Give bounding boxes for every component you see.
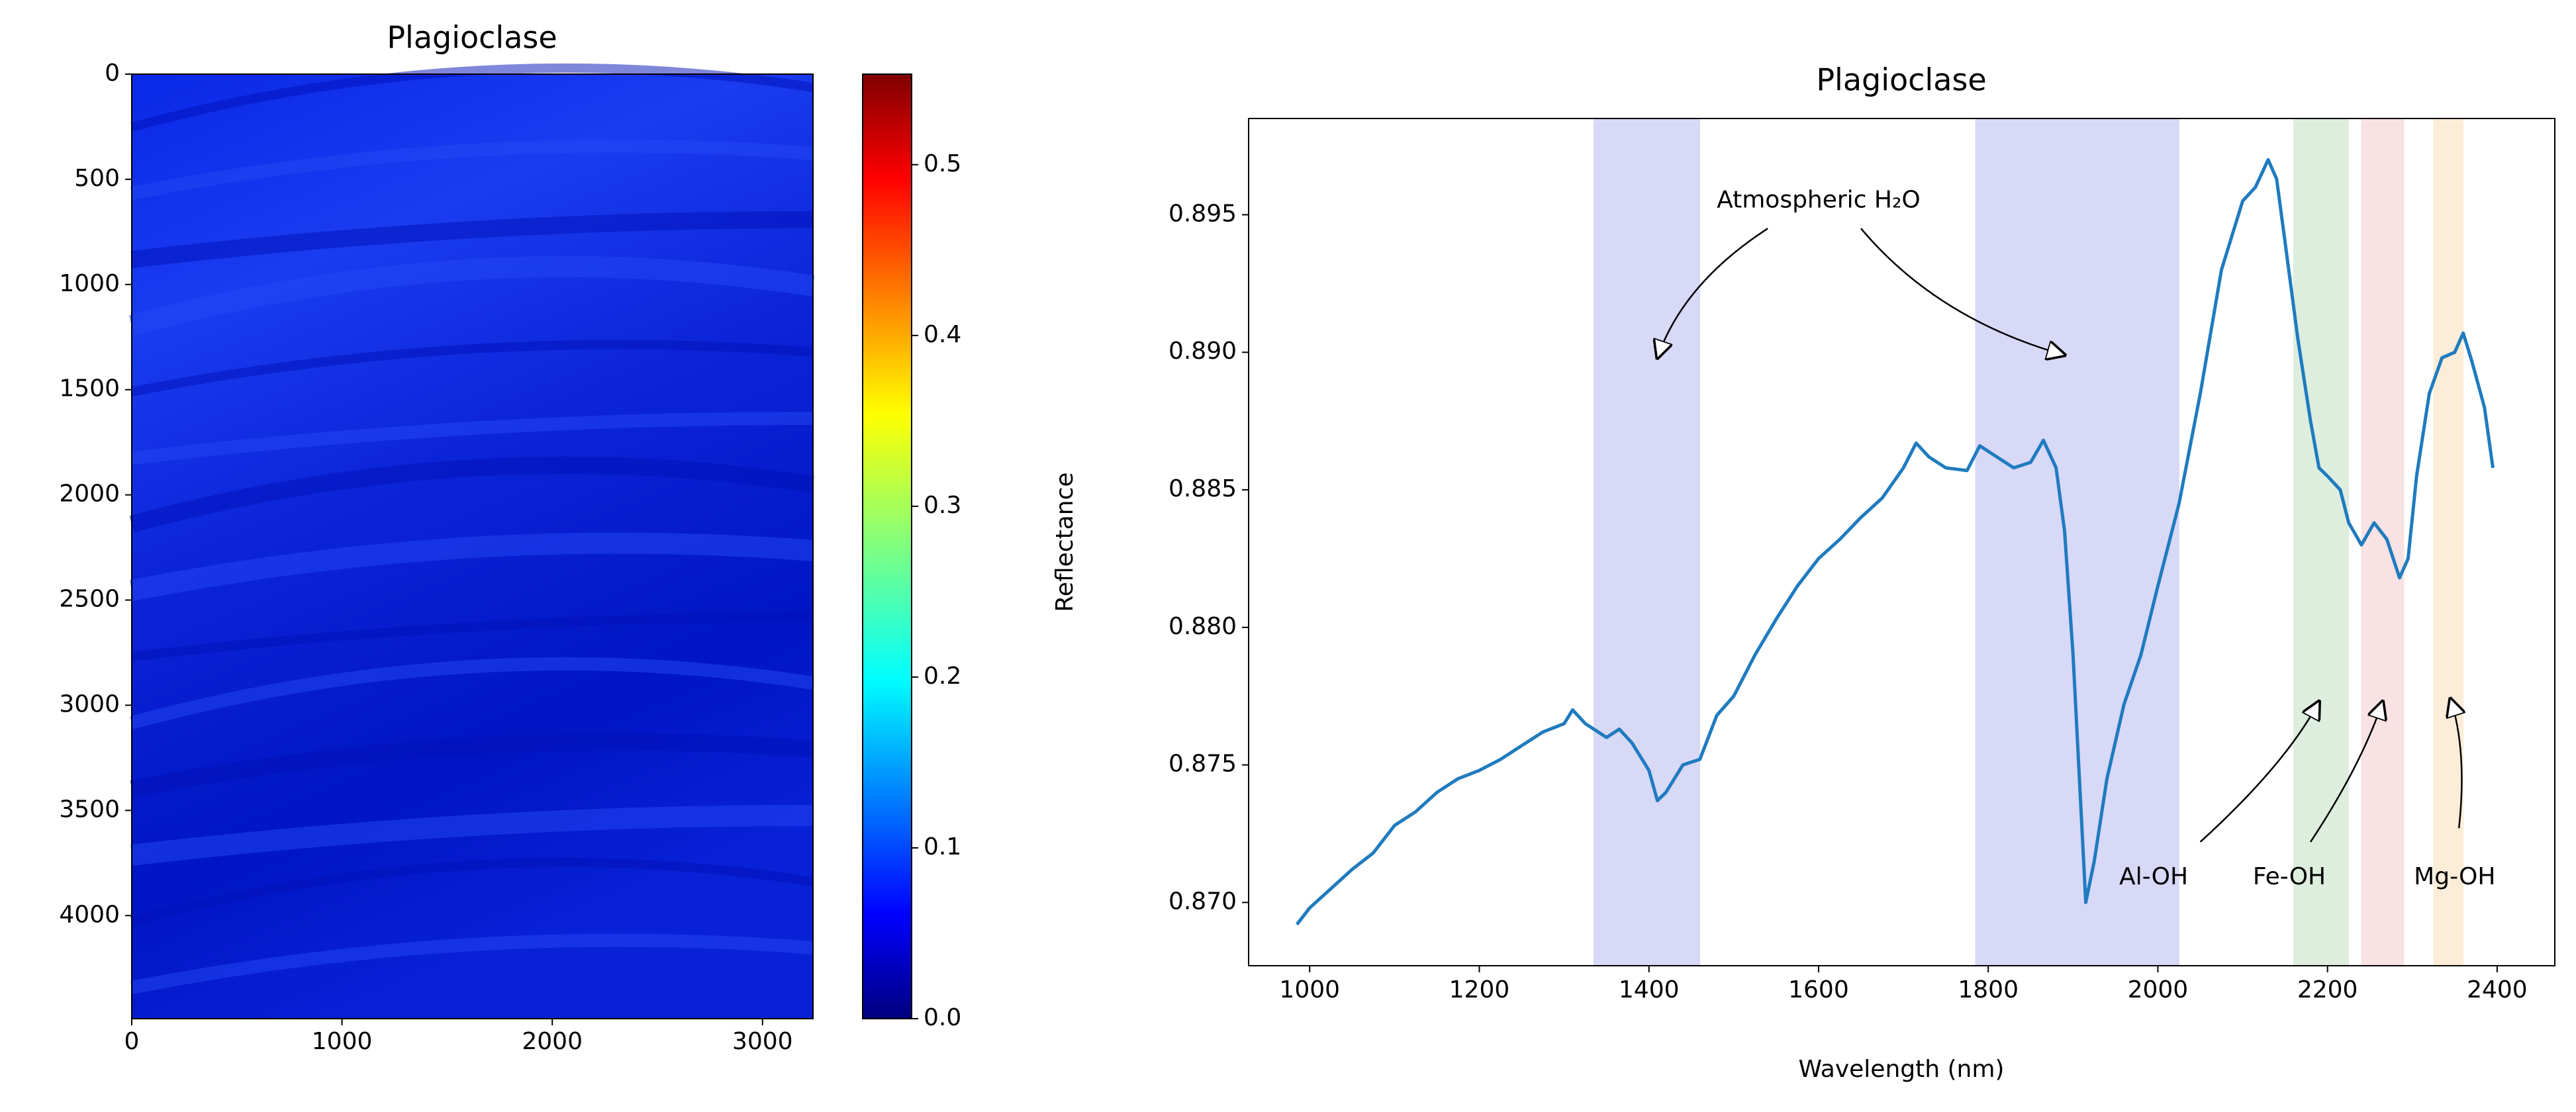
y-tick-label: 0.875: [1169, 751, 1237, 778]
y-tick-label: 1500: [59, 375, 120, 402]
x-tick-label: 0: [124, 1028, 140, 1055]
x-tick-label: 2000: [2128, 976, 2189, 1003]
x-axis-label: Wavelength (nm): [1799, 1056, 2005, 1083]
x-tick-label: 1000: [1279, 976, 1340, 1003]
annotation: Atmospheric H₂O: [1717, 187, 1921, 214]
colorbar-tick-label: 0.2: [924, 663, 961, 690]
x-tick-label: 1400: [1619, 976, 1680, 1003]
x-tick-label: 3000: [732, 1028, 793, 1055]
image-texture: [130, 733, 814, 798]
annotation-arrow: [2199, 702, 2319, 843]
shaded-band: [1593, 118, 1701, 966]
image-texture: [130, 412, 814, 465]
axes-frame: [1248, 118, 2555, 966]
x-tick-label: 2400: [2467, 976, 2528, 1003]
y-tick-label: 3000: [59, 690, 120, 718]
y-tick-label: 0.895: [1169, 200, 1237, 227]
colorbar-tick-label: 0.4: [924, 321, 961, 348]
annotation: Al-OH: [2119, 863, 2188, 890]
y-tick-label: 4000: [59, 901, 120, 928]
colorbar-tick-label: 0.3: [924, 492, 961, 519]
image-texture: [129, 456, 814, 533]
image-texture: [130, 805, 814, 866]
annotation-arrow: [1860, 228, 2065, 355]
y-tick-label: 0.880: [1169, 613, 1237, 640]
image-texture: [129, 532, 814, 601]
chart-title: Plagioclase: [1816, 62, 1986, 98]
shaded-band: [1975, 118, 2179, 966]
y-tick-label: 0.870: [1169, 888, 1237, 915]
shaded-band: [2293, 118, 2350, 966]
image-texture: [130, 657, 814, 729]
image-texture: [130, 857, 814, 926]
y-tick-label: 0.890: [1169, 338, 1237, 365]
y-tick-label: 1000: [59, 270, 120, 297]
annotation: Mg-OH: [2414, 863, 2495, 890]
spectrum-line: [1296, 158, 2495, 926]
x-tick-label: 1000: [312, 1028, 373, 1055]
x-tick-label: 1200: [1449, 976, 1510, 1003]
colorbar-tick-label: 0.5: [924, 150, 961, 177]
y-tick-label: 0: [105, 60, 120, 87]
colorbar: [862, 73, 912, 1019]
image-texture: [130, 340, 814, 396]
image-texture: [130, 211, 814, 268]
x-tick-label: 2000: [522, 1028, 583, 1055]
image-texture: [128, 255, 815, 336]
annotation: Fe-OH: [2253, 863, 2326, 890]
y-tick-label: 2000: [59, 481, 120, 508]
shaded-band: [2361, 118, 2405, 966]
x-tick-label: 1800: [1958, 976, 2019, 1003]
colorbar-tick-label: 0.1: [924, 833, 961, 860]
y-tick-label: 2500: [59, 586, 120, 613]
x-tick-label: 2200: [2297, 976, 2358, 1003]
image-texture: [130, 63, 814, 132]
axes-frame: [131, 73, 814, 1019]
annotation-arrow: [2450, 699, 2461, 829]
annotation-arrow: [2309, 702, 2383, 843]
image-texture: [131, 612, 814, 661]
x-tick-label: 1600: [1788, 976, 1849, 1003]
y-tick-label: 3500: [59, 796, 120, 823]
y-tick-label: 500: [74, 165, 120, 192]
colorbar-tick-label: 0.0: [924, 1004, 961, 1031]
shaded-band: [2433, 118, 2464, 966]
chart-title: Plagioclase: [387, 20, 557, 56]
image-texture: [130, 933, 814, 994]
annotation-arrow: [1658, 228, 1768, 357]
image-texture: [130, 139, 814, 200]
y-tick-label: 0.885: [1169, 475, 1237, 502]
y-axis-label: Reflectance: [1051, 472, 1078, 612]
